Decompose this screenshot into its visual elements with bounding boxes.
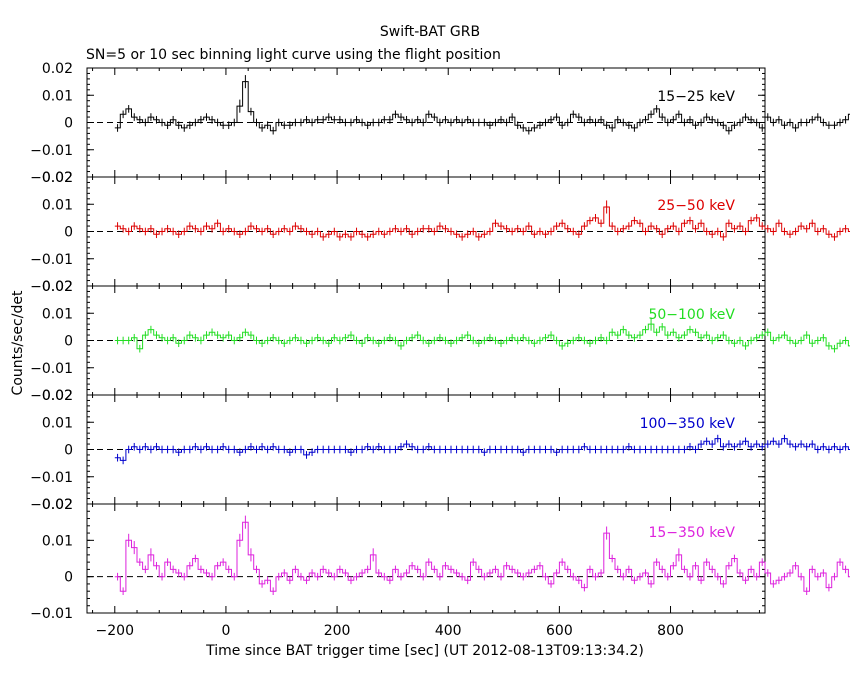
y-tick-label: −0.02 bbox=[30, 170, 73, 186]
y-axis-label: Counts/sec/det bbox=[10, 290, 26, 395]
y-tick-label: 0.01 bbox=[42, 88, 73, 104]
x-tick-label: 800 bbox=[657, 623, 684, 639]
panel-2: −0.02 −0.01 0 0.01 0.02 50−100 keV bbox=[30, 279, 850, 404]
y-tick-label: −0.02 bbox=[30, 497, 73, 513]
error-bars bbox=[117, 200, 847, 241]
band-label: 15−350 keV bbox=[648, 525, 735, 541]
y-tick-label: 0.01 bbox=[42, 306, 73, 322]
panel-0: −0.02 −0.01 0 0.01 0.02 15−25 keV bbox=[30, 61, 850, 186]
y-tick-label: 0.01 bbox=[42, 533, 73, 549]
band-label: 50−100 keV bbox=[648, 307, 735, 323]
y-tick-label: −0.01 bbox=[30, 252, 73, 268]
y-tick-label: 0.01 bbox=[42, 415, 73, 431]
x-tick-label: 200 bbox=[324, 623, 351, 639]
y-tick-label: 0 bbox=[64, 570, 73, 586]
chart-subtitle: SN=5 or 10 sec binning light curve using… bbox=[86, 47, 501, 63]
y-tick-label: −0.02 bbox=[30, 279, 73, 295]
y-tick-label: 0.02 bbox=[42, 170, 73, 186]
x-tick-label: 0 bbox=[221, 623, 230, 639]
chart-title: Swift-BAT GRB bbox=[380, 24, 480, 40]
band-label: 15−25 keV bbox=[657, 89, 735, 105]
x-tick-label: 400 bbox=[435, 623, 462, 639]
y-tick-label: 0.02 bbox=[42, 279, 73, 295]
panel-1: −0.02 −0.01 0 0.01 0.02 25−50 keV bbox=[30, 170, 850, 295]
error-bars bbox=[117, 515, 847, 596]
x-tick-label: −200 bbox=[96, 623, 134, 639]
band-label: 100−350 keV bbox=[640, 416, 736, 432]
y-tick-label: 0.02 bbox=[42, 388, 73, 404]
y-tick-label: −0.01 bbox=[30, 606, 73, 622]
y-tick-label: −0.01 bbox=[30, 361, 73, 377]
panel-frame bbox=[86, 503, 766, 614]
y-tick-label: 0.02 bbox=[42, 61, 73, 77]
light-curve-series bbox=[114, 438, 850, 461]
light-curve-series bbox=[114, 206, 850, 238]
y-tick-label: 0 bbox=[64, 225, 73, 241]
y-tick-label: 0 bbox=[64, 443, 73, 459]
band-label: 25−50 keV bbox=[657, 198, 735, 214]
light-curve-series bbox=[114, 521, 850, 592]
y-tick-label: 0.02 bbox=[42, 497, 73, 513]
x-tick-label: 600 bbox=[546, 623, 573, 639]
y-tick-label: −0.02 bbox=[30, 388, 73, 404]
y-tick-label: 0 bbox=[64, 334, 73, 350]
y-tick-label: 0.01 bbox=[42, 197, 73, 213]
y-tick-label: −0.01 bbox=[30, 143, 73, 159]
x-axis-label: Time since BAT trigger time [sec] (UT 20… bbox=[205, 643, 644, 659]
y-tick-label: 0 bbox=[64, 116, 73, 132]
y-tick-label: −0.01 bbox=[30, 470, 73, 486]
light-curve-series bbox=[114, 81, 850, 132]
light-curve-series bbox=[114, 323, 850, 350]
panel-3: −0.02 −0.01 0 0.01 0.02 100−350 keV bbox=[30, 388, 850, 513]
panel-4: −0.01 0 0.01 0.02 15−350 keV bbox=[30, 497, 850, 622]
panel-group: −0.02 −0.01 0 0.01 0.02 15−25 keV −0.02 −0.01 0 0… bbox=[30, 61, 850, 639]
